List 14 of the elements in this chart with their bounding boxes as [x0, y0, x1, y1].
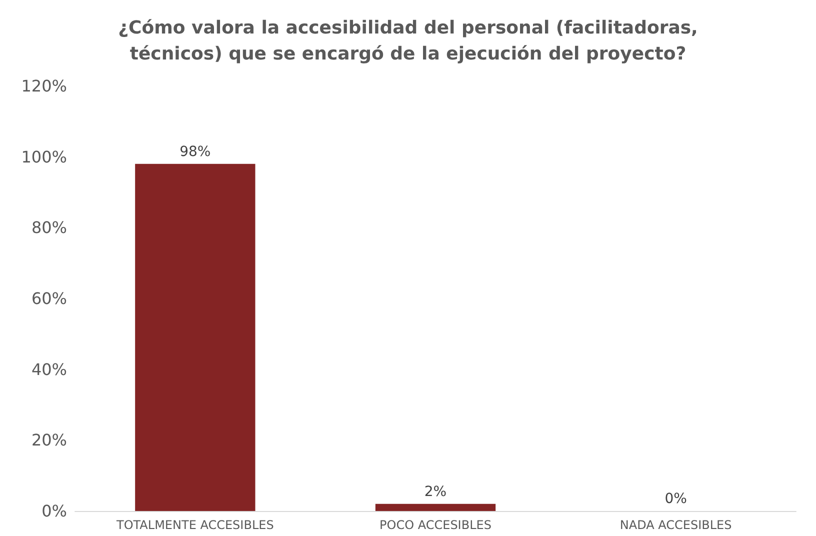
data-label: 2%	[424, 484, 447, 500]
y-tick-label: 80%	[31, 218, 67, 238]
x-tick-label: NADA ACCESIBLES	[620, 518, 732, 532]
x-tick-label: TOTALMENTE ACCESIBLES	[116, 518, 274, 532]
y-tick-label: 120%	[21, 76, 67, 96]
data-label: 0%	[664, 491, 687, 507]
data-label: 98%	[180, 144, 211, 160]
y-tick-label: 60%	[31, 289, 67, 308]
x-tick-label: POCO ACCESIBLES	[380, 518, 492, 532]
y-tick-label: 40%	[31, 360, 67, 379]
chart-title: ¿Cómo valora la accesibilidad del personal (facilitadoras, técnicos) que se encargó de la ejecución del proyecto?	[118, 18, 698, 64]
y-tick-label: 100%	[21, 147, 67, 166]
y-tick-label: 20%	[31, 430, 67, 450]
y-tick-label: 0%	[42, 502, 67, 520]
